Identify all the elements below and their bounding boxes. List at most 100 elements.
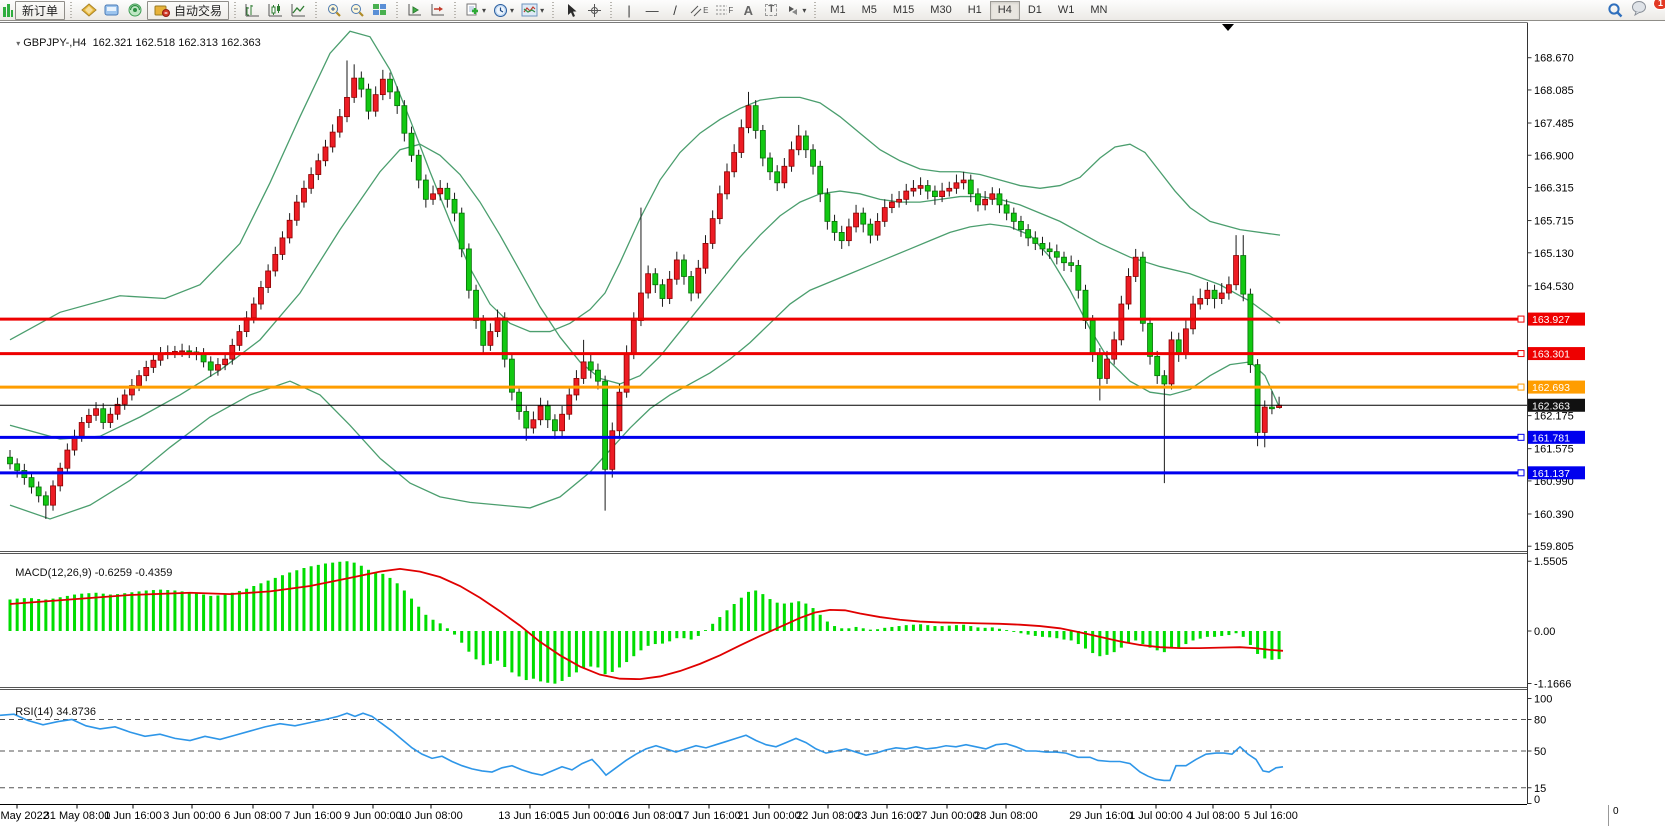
chart-menu-icon[interactable]: ▾: [16, 39, 21, 48]
svg-text:166.315: 166.315: [1534, 182, 1574, 194]
trendline-icon: /: [673, 2, 677, 18]
cursor-icon: [568, 3, 577, 17]
timeframe-m1[interactable]: M1: [822, 1, 853, 20]
channel-button[interactable]: E: [687, 1, 711, 20]
timeframe-m5[interactable]: M5: [854, 1, 885, 20]
auto-trading-icon: [154, 5, 171, 17]
current-price-label[interactable]: 162.363: [1528, 398, 1585, 413]
metaeditor-icon: [81, 3, 97, 17]
horizontal-line-161.781[interactable]: [0, 433, 1525, 441]
candlestick-chart-button[interactable]: [265, 1, 287, 20]
macd-pane: [8, 561, 1284, 684]
svg-text:161.781: 161.781: [1532, 432, 1570, 444]
tile-windows-button[interactable]: [369, 1, 391, 20]
timeframe-d1[interactable]: D1: [1020, 1, 1050, 20]
chart-frame: 0 1.5505 0.00 -1.1666: [0, 22, 1619, 826]
candlestick-chart-icon: [268, 4, 283, 17]
text-button[interactable]: A: [737, 1, 759, 20]
svg-text:0.00: 0.00: [1534, 626, 1555, 638]
fibonacci-letter: F: [728, 5, 734, 15]
line-chart-button[interactable]: [288, 1, 310, 20]
chat-bubble-icon: [1632, 1, 1646, 17]
timeframe-h4[interactable]: H4: [989, 0, 1020, 20]
search-button[interactable]: [1604, 1, 1627, 20]
toolbar-grip: [812, 2, 820, 18]
signals-button[interactable]: [124, 1, 146, 20]
svg-text:161.575: 161.575: [1534, 444, 1574, 456]
signals-icon: [128, 3, 142, 17]
svg-text:21 Jun 00:00: 21 Jun 00:00: [737, 810, 801, 822]
periods-button[interactable]: ▾: [490, 1, 517, 20]
bar-chart-button[interactable]: [242, 1, 264, 20]
horizontal-line-162.693[interactable]: [0, 383, 1525, 391]
svg-text:6 Jun 08:00: 6 Jun 08:00: [224, 810, 282, 822]
svg-text:0: 0: [1613, 806, 1619, 817]
horizontal-line-button[interactable]: —: [641, 1, 663, 20]
svg-text:162.363: 162.363: [1532, 400, 1570, 412]
chart-shift-marker[interactable]: [1222, 24, 1234, 31]
svg-text:165.715: 165.715: [1534, 216, 1574, 228]
horizontal-line-163.927[interactable]: [0, 315, 1525, 323]
svg-text:15: 15: [1534, 783, 1546, 795]
auto-scroll-button[interactable]: [404, 1, 426, 20]
svg-text:-1.1666: -1.1666: [1534, 678, 1571, 690]
svg-text:80: 80: [1534, 715, 1546, 727]
svg-text:17 Jun 16:00: 17 Jun 16:00: [677, 810, 741, 822]
timeframe-h1[interactable]: H1: [960, 1, 990, 20]
crosshair-button[interactable]: [583, 1, 605, 20]
indicators-button[interactable]: ▾: [518, 1, 547, 20]
trendline-button[interactable]: /: [664, 1, 686, 20]
price-label-161.781[interactable]: 161.781: [1528, 430, 1585, 445]
timeframe-m30[interactable]: M30: [922, 1, 959, 20]
horizontal-line-161.137[interactable]: [0, 469, 1525, 477]
metaeditor-button[interactable]: [78, 1, 100, 20]
price-label-163.301[interactable]: 163.301: [1528, 347, 1585, 361]
timeframe-mn[interactable]: MN: [1082, 1, 1115, 20]
new-order-button[interactable]: 新订单: [15, 0, 66, 20]
svg-text:16 Jun 08:00: 16 Jun 08:00: [617, 810, 681, 822]
cursor-button[interactable]: [560, 1, 582, 20]
notifications-button[interactable]: 1: [1628, 0, 1665, 18]
price-label-161.137[interactable]: 161.137: [1528, 466, 1585, 480]
timeframe-w1[interactable]: W1: [1050, 1, 1083, 20]
zoom-in-icon: [328, 3, 341, 17]
toolbar-grip: [313, 2, 321, 18]
market-watch-button[interactable]: [101, 1, 123, 20]
horizontal-line-163.301[interactable]: [0, 350, 1525, 358]
svg-text:10 Jun 08:00: 10 Jun 08:00: [399, 810, 463, 822]
fibonacci-button[interactable]: F: [712, 1, 736, 20]
price-label-163.927[interactable]: 163.927: [1528, 312, 1585, 327]
svg-text:160.390: 160.390: [1534, 509, 1574, 521]
timeframe-m15[interactable]: M15: [885, 1, 922, 20]
indicators-icon: [521, 3, 538, 16]
templates-button[interactable]: ▾: [462, 1, 489, 20]
rsi-pane: 100 80 50 150: [0, 694, 1552, 806]
svg-text:167.485: 167.485: [1534, 118, 1574, 130]
price-label-162.693[interactable]: 162.693: [1528, 380, 1585, 395]
chart-ohlc-values: 162.321 162.518 162.313 162.363: [92, 37, 261, 49]
toolbar-grip: [68, 2, 76, 18]
macd-signal-value: -0.4359: [135, 567, 173, 579]
svg-text:168.670: 168.670: [1534, 53, 1574, 65]
arrows-button[interactable]: ▾: [783, 1, 809, 20]
chevron-down-icon: ▾: [540, 5, 545, 15]
text-label-button[interactable]: T: [760, 1, 782, 20]
notification-badge: 1: [1652, 0, 1665, 10]
zoom-out-button[interactable]: [346, 1, 368, 20]
chevron-down-icon: ▾: [482, 5, 487, 15]
svg-text:168.085: 168.085: [1534, 85, 1574, 97]
auto-trading-button[interactable]: 自动交易: [147, 0, 230, 20]
mini-chart-icon: [3, 4, 13, 17]
search-icon: [1608, 3, 1623, 18]
notifications-wrap: 1: [1628, 0, 1665, 21]
zoom-in-button[interactable]: [323, 1, 345, 20]
chart-shift-button[interactable]: [427, 1, 449, 20]
svg-text:23 Jun 16:00: 23 Jun 16:00: [855, 810, 919, 822]
chart-icon: [2, 0, 14, 21]
price-axis[interactable]: 168.670 168.085 167.485 166.900 166.315 165.7…: [1527, 53, 1574, 553]
chart-legend: ▾ GBPJPY-,H4 162.321 162.518 162.313 162.…: [4, 25, 261, 61]
vertical-line-button[interactable]: |: [618, 1, 640, 20]
rsi-legend: RSI(14) 34.8736: [3, 694, 96, 730]
